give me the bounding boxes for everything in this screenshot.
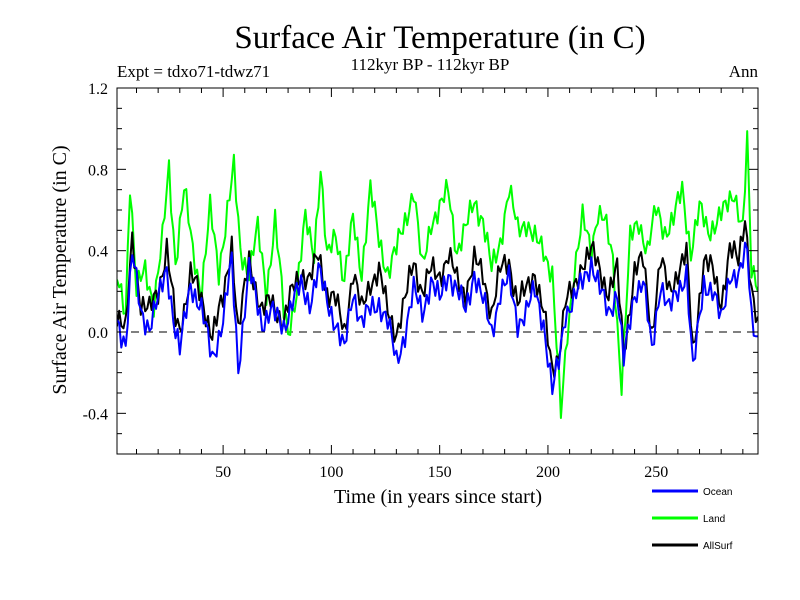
axes: 50 100 150 200 250 -0.4 0.0 0.4 0.8 1.2 — [83, 81, 759, 481]
legend: Ocean Land AllSurf — [652, 487, 733, 552]
y-tick-label: 1.2 — [88, 81, 108, 98]
legend-label-allsurf: AllSurf — [703, 541, 733, 552]
period-label: Ann — [729, 62, 759, 81]
y-tick-label: -0.4 — [83, 406, 108, 423]
x-tick-label: 150 — [428, 464, 452, 481]
series-line-allsurf — [117, 220, 758, 380]
legend-label-ocean: Ocean — [703, 487, 732, 498]
x-tick-label: 200 — [536, 464, 560, 481]
x-tick-label: 250 — [644, 464, 668, 481]
series-line-land — [117, 130, 758, 419]
experiment-label: Expt = tdxo71-tdwz71 — [117, 62, 270, 81]
x-tick-label: 100 — [319, 464, 343, 481]
plot-area — [117, 130, 758, 419]
y-tick-label: 0.4 — [88, 244, 108, 261]
series-line-ocean — [117, 241, 758, 396]
x-tick-label: 50 — [215, 464, 231, 481]
y-tick-label: 0.0 — [88, 325, 108, 342]
legend-label-land: Land — [703, 514, 725, 525]
chart-subtitle: 112kyr BP - 112kyr BP — [351, 55, 510, 74]
y-axis-label: Surface Air Temperature (in C) — [49, 145, 71, 394]
y-tick-label: 0.8 — [88, 162, 108, 179]
x-axis-label: Time (in years since start) — [334, 486, 542, 508]
chart-title: Surface Air Temperature (in C) — [234, 20, 645, 56]
